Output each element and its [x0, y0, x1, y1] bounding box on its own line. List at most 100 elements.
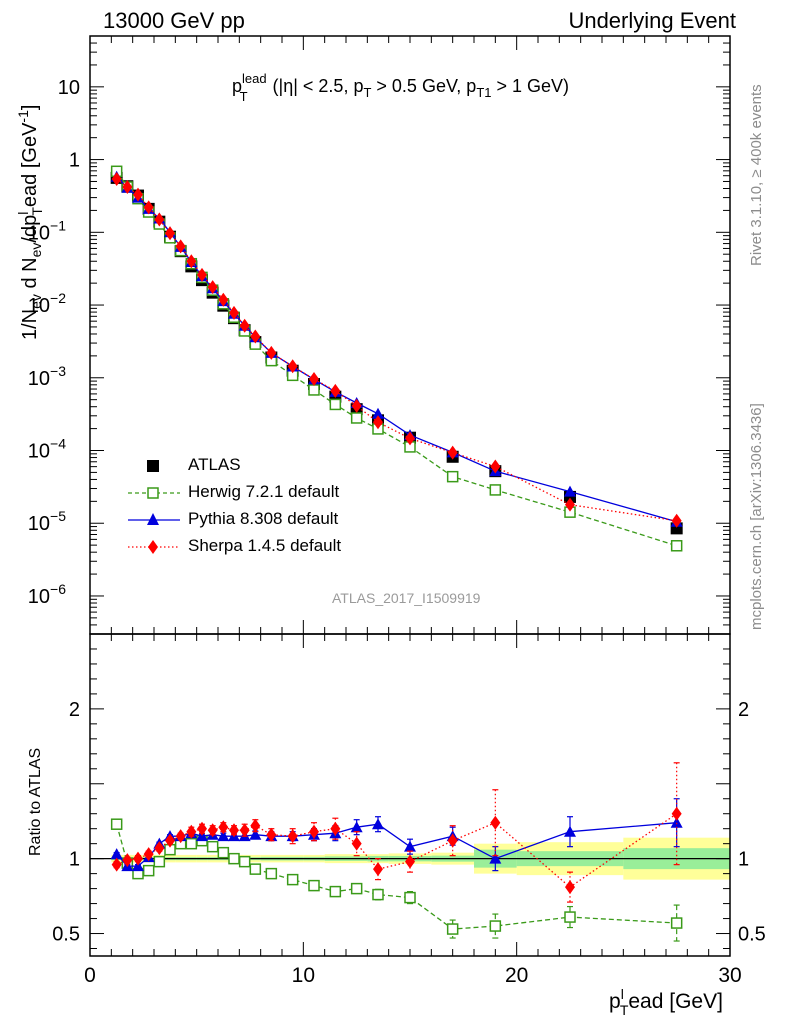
data-point: [372, 888, 384, 901]
ratio-series-sherpa: [111, 762, 682, 903]
legend-label: Pythia 8.308 default: [188, 509, 339, 528]
mcplots-reference-label: mcplots.cern.ch [arXiv:1306.3436]: [748, 403, 765, 630]
ratio-series-herwig: [110, 818, 683, 942]
data-point: [489, 852, 502, 864]
data-point: [447, 445, 458, 460]
ratio-plot-frame: [89, 633, 731, 957]
legend-label: Sherpa 1.4.5 default: [188, 536, 342, 555]
ratio-y-tick-label-right: 0.5: [738, 924, 766, 946]
data-point: [239, 823, 250, 838]
data-point: [308, 879, 320, 892]
data-point: [447, 833, 458, 848]
data-point: [373, 862, 383, 877]
data-point: [266, 345, 277, 360]
data-point: [670, 917, 683, 929]
data-point: [670, 816, 683, 828]
y-tick-exponent: −2: [50, 290, 66, 306]
data-point: [197, 267, 207, 282]
data-point: [110, 818, 123, 830]
data-point: [446, 470, 459, 483]
data-point: [186, 824, 197, 839]
x-tick-label: 10: [292, 964, 315, 987]
data-point: [564, 825, 576, 837]
data-point: [250, 818, 261, 833]
series-atlas: [110, 171, 683, 535]
header-collision-label: 13000 GeV pp: [103, 8, 245, 33]
data-point: [309, 372, 319, 387]
data-point: [249, 863, 262, 875]
y-tick-base: 10: [28, 295, 50, 317]
data-point: [185, 837, 198, 850]
data-point: [165, 226, 175, 241]
y-tick-label: 10−2: [28, 290, 66, 317]
y-tick-base: 10: [28, 441, 50, 463]
data-point: [404, 891, 416, 904]
data-point: [111, 857, 122, 872]
data-point: [329, 398, 342, 411]
ratio-y-tick-label: 1: [69, 849, 80, 871]
y-tick-label: 10−4: [28, 436, 66, 463]
data-point: [287, 829, 298, 844]
y-tick-base: 1: [69, 150, 80, 172]
y-tick-exponent: −3: [50, 363, 66, 379]
data-point: [197, 821, 207, 836]
data-point: [133, 851, 143, 866]
ratio-y-tick-label-right: 2: [738, 699, 749, 721]
data-point: [175, 829, 186, 844]
data-point: [372, 818, 384, 830]
data-point: [330, 383, 341, 398]
data-point: [266, 827, 277, 842]
data-point: [405, 854, 415, 869]
main-title: plead T (|η| < 2.5, pT > 0.5 GeV, pT1 > 1…: [232, 71, 569, 104]
y-tick-base: 10: [58, 77, 80, 99]
data-point: [564, 485, 576, 497]
x-tick-label: 30: [718, 964, 741, 987]
y-tick-base: 10: [28, 513, 50, 535]
data-point: [671, 806, 682, 821]
y-tick-base: 10: [28, 222, 50, 244]
data-point: [142, 864, 155, 877]
analysis-reference-label: ATLAS_2017_I1509919: [332, 590, 481, 606]
legend-marker-pythia: [128, 513, 180, 525]
data-point: [565, 497, 575, 512]
x-axis-label: pl Tead [GeV]: [609, 986, 723, 1018]
data-point: [490, 459, 501, 474]
x-tick-label: 20: [505, 964, 528, 987]
ratio-y-tick-label-right: 1: [738, 849, 749, 871]
data-point: [207, 280, 218, 295]
data-point: [143, 200, 154, 215]
data-point: [122, 853, 133, 868]
data-point: [249, 828, 262, 840]
data-point: [309, 824, 319, 839]
data-point: [489, 920, 502, 932]
legend-marker-sherpa: [128, 540, 180, 554]
data-point: [218, 292, 229, 307]
data-point: [265, 867, 278, 880]
y-tick-exponent: −5: [50, 508, 66, 524]
data-point: [133, 187, 143, 202]
data-point: [671, 513, 682, 528]
data-point: [404, 840, 416, 852]
main-plot-frame: [89, 35, 731, 635]
y-tick-base: 10: [28, 586, 50, 608]
legend-marker-atlas: [147, 460, 159, 472]
ratio-y-axis-label: Ratio to ATLAS: [27, 748, 44, 856]
data-point: [238, 855, 251, 868]
data-point: [287, 359, 298, 374]
data-point: [218, 820, 229, 835]
data-point: [670, 540, 683, 552]
data-point: [229, 823, 239, 838]
y-tick-label: 10−6: [28, 581, 66, 608]
data-point: [405, 431, 415, 446]
data-point: [350, 412, 363, 424]
data-point: [165, 833, 175, 848]
data-point: [350, 882, 363, 895]
data-point: [489, 484, 502, 496]
data-point: [207, 823, 218, 838]
y-tick-label: 10−3: [28, 363, 66, 390]
data-point: [446, 923, 459, 935]
data-point: [229, 305, 239, 320]
data-point: [329, 885, 342, 898]
